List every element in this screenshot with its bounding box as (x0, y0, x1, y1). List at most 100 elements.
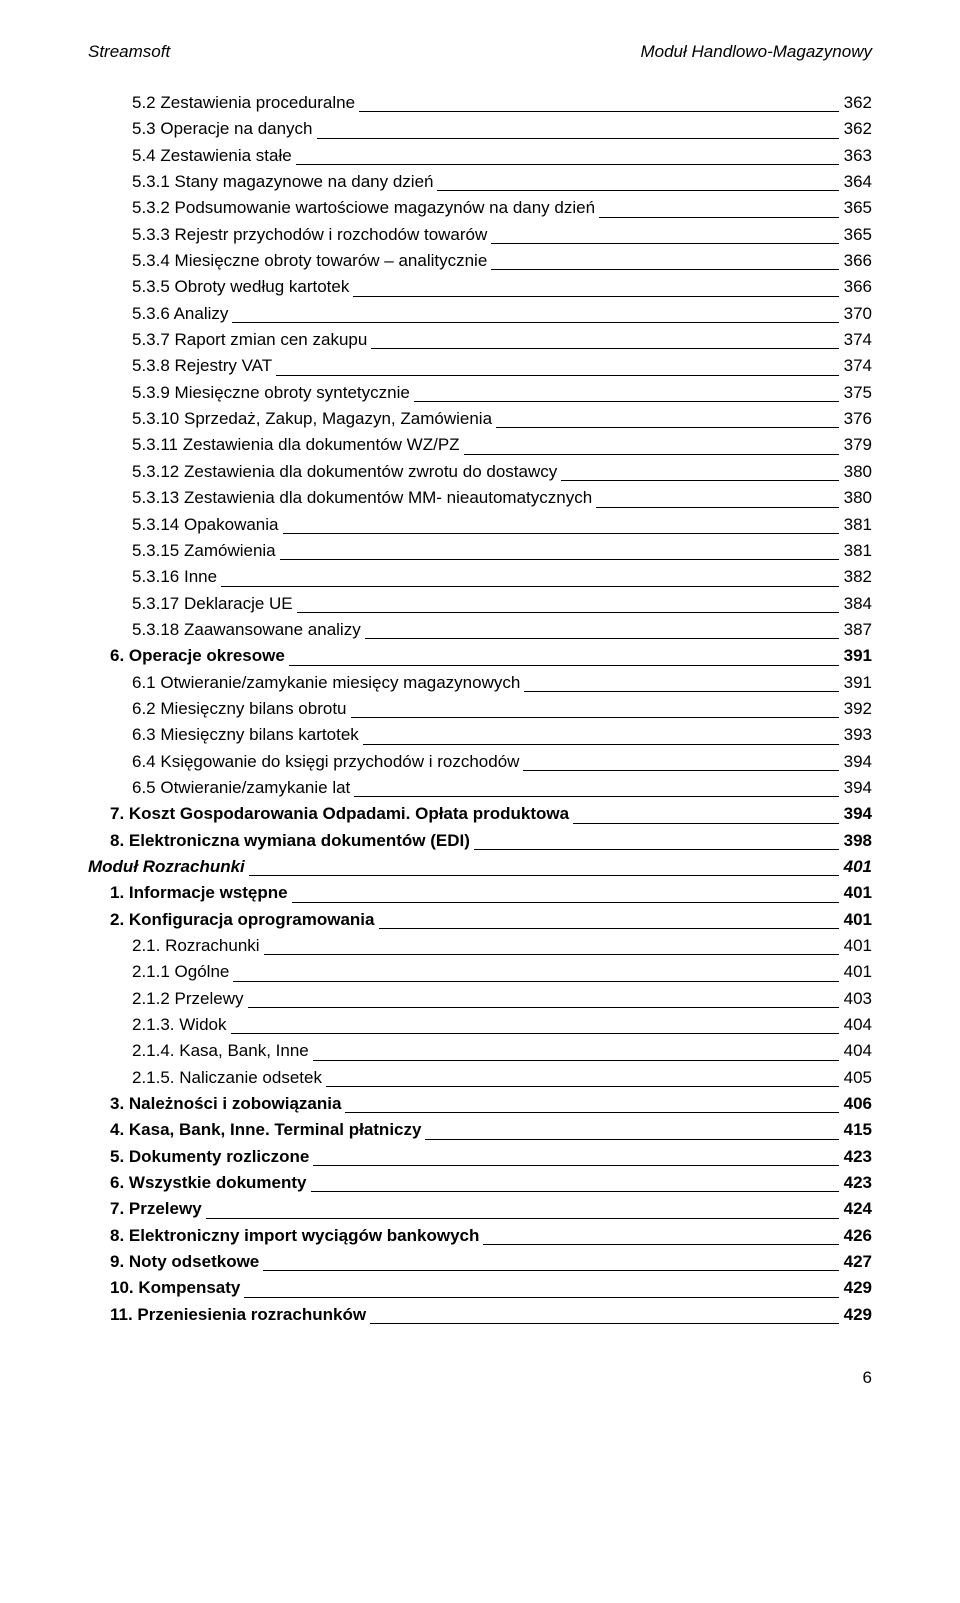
toc-line: 2.1.1 Ogólne401 (88, 959, 872, 985)
toc-label: 5.3.16 Inne (132, 564, 217, 590)
toc-leader-line (353, 295, 838, 297)
toc-label: 2.1.5. Naliczanie odsetek (132, 1065, 322, 1091)
page-container: Streamsoft Moduł Handlowo-Magazynowy 5.2… (0, 0, 960, 1428)
toc-label: 5.3.3 Rejestr przychodów i rozchodów tow… (132, 222, 487, 248)
toc-label: 3. Należności i zobowiązania (110, 1091, 341, 1117)
toc-page-number: 423 (842, 1144, 872, 1170)
toc-label: 5.3.6 Analizy (132, 301, 228, 327)
toc-line: 5.3.1 Stany magazynowe na dany dzień364 (88, 169, 872, 195)
table-of-contents: 5.2 Zestawienia proceduralne 3625.3 Opera… (88, 90, 872, 1328)
toc-page-number: 429 (842, 1302, 872, 1328)
toc-label: 6.3 Miesięczny bilans kartotek (132, 722, 359, 748)
toc-leader-line (573, 822, 839, 824)
toc-line: 7. Przelewy424 (88, 1196, 872, 1222)
toc-label: 5.3.9 Miesięczne obroty syntetycznie (132, 380, 410, 406)
toc-line: 5.3.13 Zestawienia dla dokumentów MM- ni… (88, 485, 872, 511)
toc-page-number: 381 (842, 538, 872, 564)
toc-line: 1. Informacje wstępne401 (88, 880, 872, 906)
toc-label: 5.3.8 Rejestry VAT (132, 353, 272, 379)
toc-page-number: 415 (842, 1117, 872, 1143)
toc-page-number: 374 (842, 327, 872, 353)
toc-label: 5.3.17 Deklaracje UE (132, 591, 293, 617)
toc-leader-line (297, 611, 839, 613)
toc-line: 5.3.14 Opakowania381 (88, 512, 872, 538)
toc-line: 5.3.12 Zestawienia dla dokumentów zwrotu… (88, 459, 872, 485)
toc-page-number: 392 (842, 696, 872, 722)
toc-leader-line (206, 1217, 839, 1219)
toc-line: 5.3.15 Zamówienia381 (88, 538, 872, 564)
toc-label: 5.3.11 Zestawienia dla dokumentów WZ/PZ (132, 432, 460, 458)
toc-leader-line (276, 374, 838, 376)
toc-label: Moduł Rozrachunki (88, 854, 245, 880)
toc-page-number: 379 (842, 432, 872, 458)
toc-leader-line (296, 163, 839, 165)
toc-label: 2. Konfiguracja oprogramowania (110, 907, 375, 933)
toc-line: 7. Koszt Gospodarowania Odpadami. Opłata… (88, 801, 872, 827)
toc-label: 5.3.14 Opakowania (132, 512, 279, 538)
page-number: 6 (863, 1368, 872, 1387)
toc-leader-line (596, 506, 838, 508)
toc-leader-line (351, 716, 839, 718)
toc-page-number: 382 (842, 564, 872, 590)
toc-line: 4. Kasa, Bank, Inne. Terminal płatniczy4… (88, 1117, 872, 1143)
toc-leader-line (264, 953, 839, 955)
toc-line: 5.3.3 Rejestr przychodów i rozchodów tow… (88, 222, 872, 248)
toc-label: 5.2 Zestawienia proceduralne (132, 90, 355, 116)
toc-leader-line (464, 453, 839, 455)
toc-page-number: 370 (842, 301, 872, 327)
toc-line: 8. Elektroniczna wymiana dokumentów (EDI… (88, 828, 872, 854)
toc-leader-line (263, 1269, 838, 1271)
toc-page-number: 384 (842, 591, 872, 617)
toc-leader-line (371, 347, 838, 349)
toc-page-number: 366 (842, 248, 872, 274)
toc-leader-line (365, 637, 839, 639)
toc-leader-line (561, 479, 838, 481)
toc-page-number: 365 (842, 222, 872, 248)
toc-label: 6. Wszystkie dokumenty (110, 1170, 307, 1196)
toc-line: 8. Elektroniczny import wyciągów bankowy… (88, 1223, 872, 1249)
toc-page-number: 363 (842, 143, 872, 169)
toc-page-number: 426 (842, 1223, 872, 1249)
toc-label: 5.3.7 Raport zmian cen zakupu (132, 327, 367, 353)
toc-line: 5.3.11 Zestawienia dla dokumentów WZ/PZ 3… (88, 432, 872, 458)
toc-page-number: 423 (842, 1170, 872, 1196)
toc-leader-line (523, 769, 838, 771)
toc-label: 7. Koszt Gospodarowania Odpadami. Opłata… (110, 801, 569, 827)
page-header: Streamsoft Moduł Handlowo-Magazynowy (88, 42, 872, 62)
toc-page-number: 380 (842, 485, 872, 511)
toc-line: 5.3 Operacje na danych362 (88, 116, 872, 142)
toc-page-number: 362 (842, 116, 872, 142)
toc-page-number: 403 (842, 986, 872, 1012)
toc-label: 2.1.1 Ogólne (132, 959, 229, 985)
toc-label: 6. Operacje okresowe (110, 643, 285, 669)
toc-page-number: 424 (842, 1196, 872, 1222)
toc-leader-line (524, 690, 838, 692)
toc-leader-line (289, 664, 839, 666)
toc-label: 5.3.12 Zestawienia dla dokumentów zwrotu… (132, 459, 557, 485)
toc-page-number: 362 (842, 90, 872, 116)
toc-leader-line (248, 1006, 839, 1008)
toc-leader-line (483, 1243, 838, 1245)
toc-leader-line (491, 268, 838, 270)
toc-line: 5.4 Zestawienia stałe363 (88, 143, 872, 169)
toc-leader-line (599, 216, 839, 218)
toc-label: 5.3.5 Obroty według kartotek (132, 274, 349, 300)
toc-line: 6.2 Miesięczny bilans obrotu392 (88, 696, 872, 722)
toc-page-number: 380 (842, 459, 872, 485)
toc-leader-line (232, 321, 838, 323)
toc-line: 2. Konfiguracja oprogramowania401 (88, 907, 872, 933)
toc-page-number: 394 (842, 801, 872, 827)
toc-line: 6.1 Otwieranie/zamykanie miesięcy magazy… (88, 670, 872, 696)
toc-line: 11. Przeniesienia rozrachunków429 (88, 1302, 872, 1328)
toc-line: 5.3.18 Zaawansowane analizy387 (88, 617, 872, 643)
toc-page-number: 375 (842, 380, 872, 406)
toc-page-number: 394 (842, 749, 872, 775)
toc-line: 6.4 Księgowanie do księgi przychodów i r… (88, 749, 872, 775)
toc-line: 2.1.3. Widok404 (88, 1012, 872, 1038)
toc-page-number: 391 (842, 643, 872, 669)
toc-page-number: 404 (842, 1038, 872, 1064)
toc-label: 8. Elektroniczny import wyciągów bankowy… (110, 1223, 479, 1249)
toc-label: 8. Elektroniczna wymiana dokumentów (EDI… (110, 828, 470, 854)
toc-leader-line (221, 585, 839, 587)
toc-page-number: 365 (842, 195, 872, 221)
